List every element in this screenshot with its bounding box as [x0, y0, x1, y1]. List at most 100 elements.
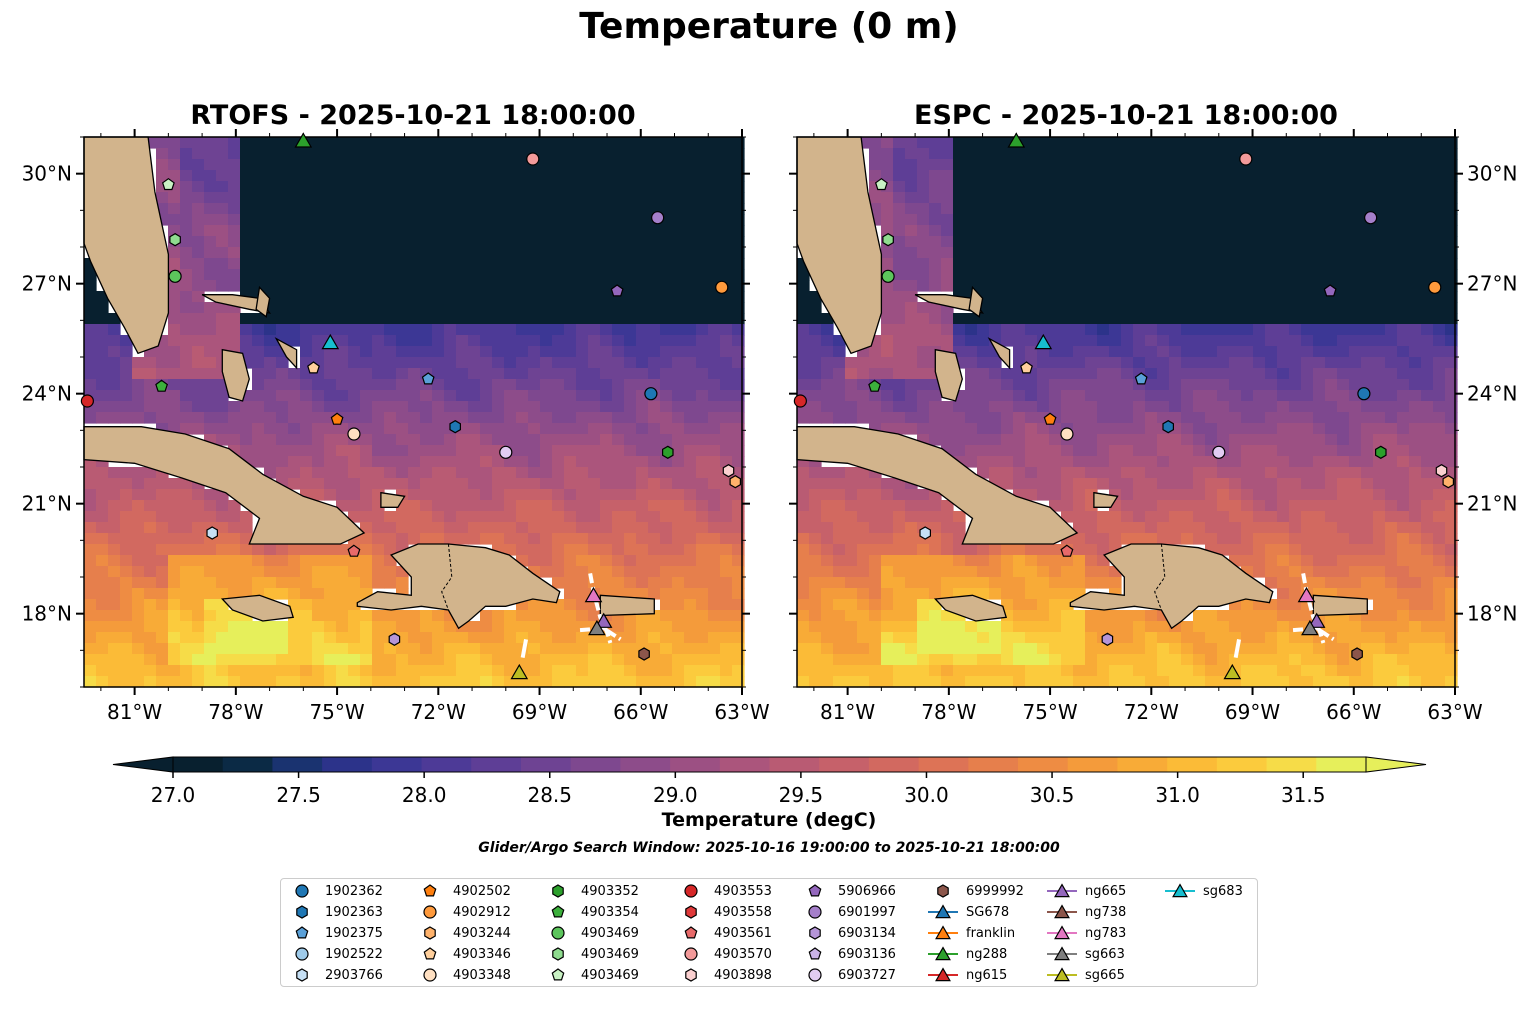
temperature-cell — [648, 313, 661, 325]
temperature-cell — [1193, 137, 1206, 149]
temperature-cell — [977, 368, 990, 380]
temperature-cell — [612, 423, 625, 435]
temperature-cell — [1049, 170, 1062, 182]
temperature-cell — [1385, 203, 1398, 215]
temperature-cell — [1193, 390, 1206, 402]
temperature-cell — [1061, 445, 1074, 457]
temperature-cell — [432, 621, 445, 633]
temperature-cell — [552, 423, 565, 435]
temperature-cell — [1049, 324, 1062, 336]
temperature-cell — [1433, 148, 1446, 160]
temperature-cell — [905, 555, 918, 567]
temperature-cell — [84, 456, 97, 468]
temperature-cell — [540, 434, 553, 446]
temperature-cell — [480, 335, 493, 347]
temperature-cell — [1085, 401, 1098, 413]
temperature-cell — [1325, 247, 1338, 259]
temperature-cell — [360, 368, 373, 380]
temperature-cell — [528, 379, 541, 391]
temperature-cell — [905, 412, 918, 424]
temperature-cell — [84, 478, 97, 490]
temperature-cell — [929, 566, 942, 578]
temperature-cell — [360, 258, 373, 270]
temperature-cell — [444, 401, 457, 413]
temperature-cell — [444, 456, 457, 468]
temperature-cell — [857, 555, 870, 567]
temperature-cell — [1157, 412, 1170, 424]
temperature-cell — [552, 368, 565, 380]
temperature-cell — [1013, 302, 1026, 314]
temperature-cell — [869, 599, 882, 611]
temperature-cell — [468, 324, 481, 336]
temperature-cell — [989, 467, 1002, 479]
temperature-cell — [1409, 159, 1422, 171]
temperature-cell — [1085, 137, 1098, 149]
temperature-cell — [636, 324, 649, 336]
temperature-cell — [204, 533, 217, 545]
temperature-cell — [312, 181, 325, 193]
temperature-cell — [1289, 324, 1302, 336]
temperature-cell — [1097, 291, 1110, 303]
temperature-cell — [360, 313, 373, 325]
temperature-cell — [120, 632, 133, 644]
temperature-cell — [408, 467, 421, 479]
temperature-cell — [977, 555, 990, 567]
temperature-cell — [1265, 445, 1278, 457]
temperature-cell — [624, 236, 637, 248]
temperature-cell — [1421, 181, 1434, 193]
temperature-cell — [180, 379, 193, 391]
temperature-cell — [1433, 170, 1446, 182]
temperature-cell — [797, 291, 810, 303]
temperature-cell — [492, 335, 505, 347]
temperature-cell — [1181, 137, 1194, 149]
temperature-cell — [348, 137, 361, 149]
temperature-cell — [1193, 643, 1206, 655]
temperature-cell — [1277, 511, 1290, 523]
temperature-cell — [1013, 566, 1026, 578]
temperature-cell — [456, 258, 469, 270]
temperature-cell — [648, 302, 661, 314]
temperature-cell — [120, 390, 133, 402]
temperature-cell — [1037, 137, 1050, 149]
temperature-cell — [228, 214, 241, 226]
temperature-cell — [288, 445, 301, 457]
temperature-cell — [965, 247, 978, 259]
temperature-cell — [1277, 247, 1290, 259]
temperature-cell — [1109, 203, 1122, 215]
temperature-cell — [528, 610, 541, 622]
land-eleuthera — [274, 337, 298, 370]
temperature-cell — [456, 203, 469, 215]
temperature-cell — [336, 467, 349, 479]
temperature-cell — [168, 214, 181, 226]
temperature-cell — [312, 423, 325, 435]
temperature-cell — [300, 390, 313, 402]
temperature-cell — [516, 489, 529, 501]
temperature-cell — [492, 247, 505, 259]
temperature-cell — [636, 555, 649, 567]
temperature-cell — [516, 500, 529, 512]
temperature-cell — [192, 368, 205, 380]
temperature-cell — [845, 676, 858, 688]
temperature-cell — [1109, 159, 1122, 171]
temperature-cell — [1373, 555, 1386, 567]
temperature-cell — [456, 137, 469, 149]
temperature-cell — [168, 313, 181, 325]
temperature-cell — [1301, 566, 1314, 578]
temperature-cell — [977, 346, 990, 358]
temperature-cell — [144, 346, 157, 358]
temperature-cell — [156, 467, 169, 479]
temperature-cell — [672, 148, 685, 160]
temperature-cell — [1325, 665, 1338, 677]
temperature-cell — [1421, 610, 1434, 622]
temperature-cell — [1289, 632, 1302, 644]
temperature-cell — [1205, 247, 1218, 259]
temperature-cell — [905, 313, 918, 325]
temperature-cell — [1445, 148, 1458, 160]
temperature-cell — [1085, 390, 1098, 402]
temperature-cell — [624, 610, 637, 622]
temperature-cell — [1181, 467, 1194, 479]
temperature-cell — [821, 412, 834, 424]
temperature-cell — [312, 588, 325, 600]
temperature-cell — [372, 181, 385, 193]
temperature-cell — [1409, 236, 1422, 248]
